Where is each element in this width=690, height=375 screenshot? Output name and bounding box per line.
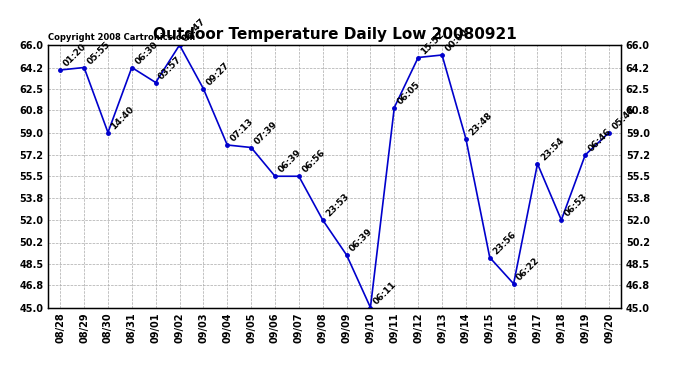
Text: 23:54: 23:54	[539, 136, 566, 162]
Text: 06:30: 06:30	[133, 40, 159, 66]
Text: 05:48: 05:48	[611, 105, 637, 131]
Text: 01:20: 01:20	[61, 42, 88, 69]
Text: 15:52: 15:52	[420, 30, 446, 56]
Text: 23:48: 23:48	[467, 111, 494, 137]
Text: 06:56: 06:56	[300, 148, 327, 175]
Text: 06:39: 06:39	[277, 148, 303, 175]
Text: 06:39: 06:39	[348, 227, 375, 254]
Text: 07:13: 07:13	[228, 117, 255, 144]
Text: 09:27: 09:27	[205, 61, 231, 87]
Text: 23:56: 23:56	[491, 230, 518, 256]
Text: 23:53: 23:53	[324, 192, 351, 219]
Text: 07:39: 07:39	[253, 119, 279, 146]
Text: 06:46: 06:46	[586, 127, 613, 154]
Text: 06:53: 06:53	[563, 192, 589, 219]
Text: 06:05: 06:05	[395, 80, 422, 106]
Text: 03:47: 03:47	[181, 17, 208, 44]
Text: 06:22: 06:22	[515, 256, 542, 282]
Text: 00:00: 00:00	[444, 27, 470, 54]
Text: 05:55: 05:55	[86, 40, 112, 66]
Text: 14:40: 14:40	[109, 104, 136, 131]
Text: 03:57: 03:57	[157, 54, 184, 81]
Text: 06:11: 06:11	[372, 280, 398, 306]
Text: Copyright 2008 Cartronics.com: Copyright 2008 Cartronics.com	[48, 33, 195, 42]
Title: Outdoor Temperature Daily Low 20080921: Outdoor Temperature Daily Low 20080921	[152, 27, 517, 42]
